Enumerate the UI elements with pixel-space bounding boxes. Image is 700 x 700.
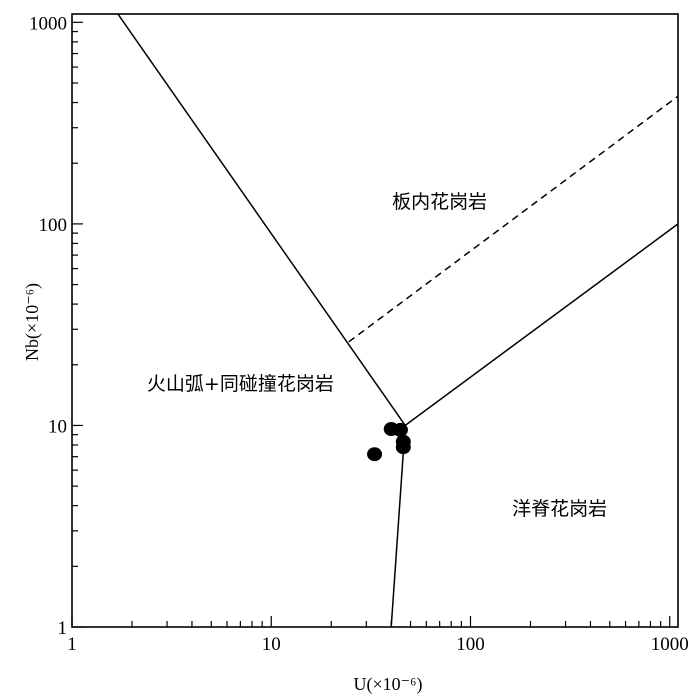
boundary-lines (117, 13, 679, 628)
region-label: 火山弧+同碰撞花岗岩 (147, 373, 334, 395)
data-points (367, 422, 411, 462)
plot-frame-group (71, 13, 679, 628)
data-point (392, 422, 408, 437)
region-label: 洋脊花岗岩 (512, 498, 607, 520)
y-tick-label: 1 (58, 618, 68, 639)
x-tick-label: 1000 (651, 634, 689, 655)
x-axis-ticks: 1 10 100 1000 (67, 616, 689, 655)
data-point (367, 447, 383, 462)
y-axis-label: Nb(×10⁻⁶) (22, 283, 43, 361)
region-label: 板内花岗岩 (392, 191, 487, 213)
y-tick-label: 100 (39, 215, 68, 236)
data-point (395, 440, 411, 455)
y-tick-label: 1000 (29, 13, 67, 34)
x-axis-label: U(×10⁻⁶) (354, 674, 423, 695)
x-tick-label: 100 (456, 634, 485, 655)
x-tick-label: 10 (262, 634, 281, 655)
y-tick-label: 10 (48, 416, 67, 437)
y-axis-ticks: 1 10 100 1000 (29, 13, 83, 639)
x-tick-label: 1 (67, 634, 77, 655)
boundary-line (117, 13, 406, 426)
plot-frame (71, 13, 679, 628)
boundary-line (390, 425, 406, 628)
dashed-boundary-line (348, 95, 679, 343)
boundary-line (404, 223, 679, 427)
